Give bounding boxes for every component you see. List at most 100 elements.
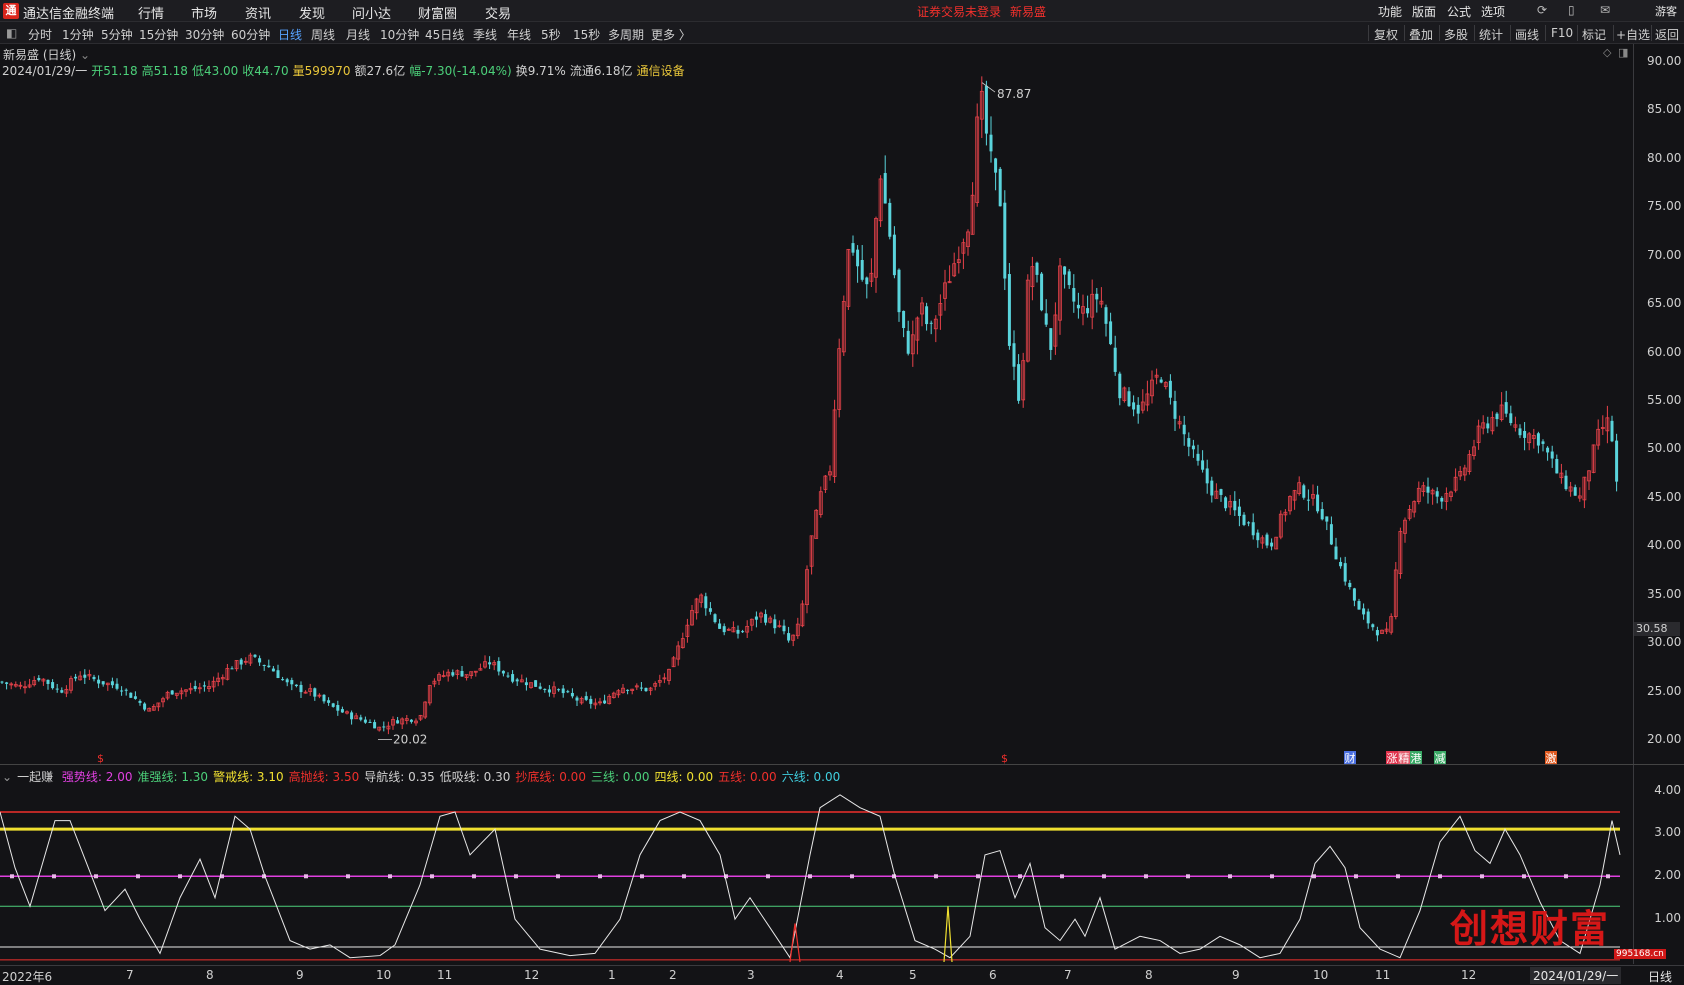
candle-body xyxy=(83,674,87,678)
candle-body xyxy=(492,662,497,666)
level-dot xyxy=(262,874,266,879)
candle-body xyxy=(1536,433,1540,446)
app-logo-icon: 通 xyxy=(3,3,19,19)
info-close: 收44.70 xyxy=(242,64,289,78)
chevron-down-icon[interactable]: ⌄ xyxy=(80,48,91,62)
tool-statistics[interactable]: 统计 xyxy=(1479,28,1504,42)
menu-assistant[interactable]: 问小达 xyxy=(352,7,392,22)
tool-multi-stock[interactable]: 多股 xyxy=(1444,28,1469,42)
level-dot xyxy=(178,874,182,879)
price-tick: 40.00 xyxy=(1647,538,1682,553)
period-10min[interactable]: 10分钟 xyxy=(380,28,420,42)
candle-body xyxy=(46,679,50,684)
candle-body xyxy=(764,614,768,623)
phone-icon[interactable]: ▯ xyxy=(1568,3,1575,17)
menu-market-quotes[interactable]: 行情 xyxy=(138,7,165,22)
candle-body xyxy=(37,677,41,681)
period-15sec[interactable]: 15秒 xyxy=(573,28,601,42)
candle-body xyxy=(427,685,432,704)
mail-icon[interactable]: ✉ xyxy=(1600,3,1611,17)
menu-function[interactable]: 功能 xyxy=(1378,5,1403,19)
period-30min[interactable]: 30分钟 xyxy=(185,28,225,42)
period-daily[interactable]: 日线 xyxy=(278,28,303,42)
period-yearly[interactable]: 年线 xyxy=(507,28,532,42)
tool-f10[interactable]: F10 xyxy=(1551,26,1574,40)
user-label[interactable]: 游客 xyxy=(1655,5,1677,18)
period-intraday[interactable]: 分时 xyxy=(28,28,53,42)
date-tick: 2 xyxy=(669,968,677,982)
candle-body xyxy=(55,688,59,690)
menu-trade[interactable]: 交易 xyxy=(485,7,512,22)
candle-body xyxy=(197,687,202,690)
candle-body xyxy=(1348,582,1352,588)
menu-discover[interactable]: 发现 xyxy=(299,7,326,22)
candle-body xyxy=(501,670,505,674)
candle-body xyxy=(777,625,782,628)
candle-body xyxy=(828,471,832,476)
candle-body xyxy=(110,681,114,686)
price-axis-line xyxy=(1633,44,1634,964)
candle-body xyxy=(87,674,92,677)
candle-body xyxy=(285,679,289,683)
tool-adjust[interactable]: 复权 xyxy=(1374,28,1399,42)
oscillator-name[interactable]: 一起赚 xyxy=(17,770,54,784)
period-weekly[interactable]: 周线 xyxy=(311,28,336,42)
login-status[interactable]: 证券交易未登录 xyxy=(917,5,1002,19)
menu-news[interactable]: 资讯 xyxy=(245,7,272,22)
candle-body xyxy=(814,509,819,539)
oscillator-line-legend: 导航线: 0.35 xyxy=(364,770,435,784)
candle-body xyxy=(1021,360,1026,401)
refresh-icon[interactable]: ⟳ xyxy=(1537,3,1548,17)
candle-body xyxy=(534,680,538,687)
diamond-icon[interactable]: ◇ xyxy=(1603,46,1612,59)
tool-back[interactable]: 返回 xyxy=(1655,28,1680,42)
level-dot xyxy=(1438,874,1442,879)
period-1min[interactable]: 1分钟 xyxy=(62,28,94,42)
period-5sec[interactable]: 5秒 xyxy=(541,28,561,42)
tool-mark[interactable]: 标记 xyxy=(1582,28,1607,42)
candle-body xyxy=(170,690,174,695)
period-15min[interactable]: 15分钟 xyxy=(139,28,179,42)
candle-body xyxy=(1283,511,1288,516)
level-dot xyxy=(934,874,938,879)
chart-badge: 激 xyxy=(1546,751,1557,765)
collapse-icon[interactable]: ⌄ xyxy=(2,770,13,784)
period-5min[interactable]: 5分钟 xyxy=(101,28,133,42)
menu-options[interactable]: 选项 xyxy=(1481,5,1506,19)
menu-market[interactable]: 市场 xyxy=(191,7,218,22)
candle-body xyxy=(1444,493,1449,502)
period-more[interactable]: 更多 〉 xyxy=(651,28,691,42)
candle-body xyxy=(1352,588,1356,601)
candle-body xyxy=(1458,471,1463,477)
period-quarterly[interactable]: 季线 xyxy=(473,28,498,42)
period-45day[interactable]: 45日线 xyxy=(425,28,465,42)
candle-body xyxy=(1453,476,1458,491)
menu-formula[interactable]: 公式 xyxy=(1447,5,1472,19)
tool-draw[interactable]: 画线 xyxy=(1515,28,1540,42)
info-industry[interactable]: 通信设备 xyxy=(636,64,685,78)
period-multi[interactable]: 多周期 xyxy=(608,28,645,42)
tool-add-watchlist[interactable]: +自选 xyxy=(1616,28,1651,42)
period-monthly[interactable]: 月线 xyxy=(346,28,371,42)
candle-body xyxy=(1159,379,1163,383)
candle-body xyxy=(1555,459,1559,474)
sidebar-toggle-icon[interactable]: ◧ xyxy=(6,26,18,40)
candle-body xyxy=(382,726,386,728)
tool-overlay[interactable]: 叠加 xyxy=(1409,28,1434,42)
chart-title: 新易盛 (日线) ⌄ xyxy=(3,46,90,63)
period-60min[interactable]: 60分钟 xyxy=(231,28,271,42)
price-tick: 60.00 xyxy=(1647,344,1682,359)
date-tick: 6 xyxy=(989,968,997,982)
level-dot xyxy=(1102,874,1106,879)
menu-layout[interactable]: 版面 xyxy=(1412,5,1437,19)
pane-divider[interactable] xyxy=(0,764,1684,765)
expand-icon[interactable]: ◨ xyxy=(1618,46,1629,59)
candle-body xyxy=(322,694,326,702)
high-pointer xyxy=(981,82,996,93)
candle-body xyxy=(1205,468,1209,484)
date-tick: 1 xyxy=(608,968,616,982)
candle-body xyxy=(1196,453,1200,461)
date-tick: 10 xyxy=(1313,968,1329,982)
menu-wealth-circle[interactable]: 财富圈 xyxy=(418,7,458,22)
